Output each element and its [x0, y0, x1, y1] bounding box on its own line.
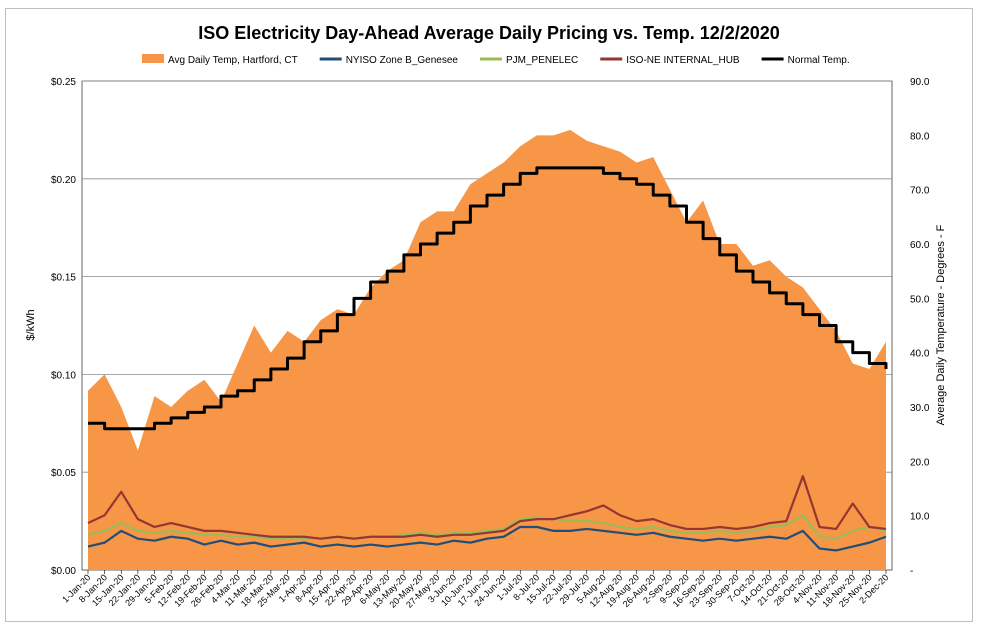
right-tick-label: 70.0: [910, 186, 930, 197]
left-tick-label: $0.25: [51, 77, 76, 88]
left-tick-label: $0.20: [51, 175, 76, 186]
legend-label: ISO-NE INTERNAL_HUB: [626, 55, 740, 66]
right-tick-label: 30.0: [910, 403, 930, 414]
left-tick-label: $0.05: [51, 468, 76, 479]
right-tick-label: 50.0: [910, 294, 930, 305]
legend-label: NYISO Zone B_Genesee: [346, 55, 459, 66]
series-area-temp: [88, 129, 886, 570]
left-tick-label: $0.15: [51, 273, 76, 284]
legend-label: Normal Temp.: [788, 55, 850, 66]
right-tick-label: 20.0: [910, 457, 930, 468]
price-lines: [87, 475, 887, 552]
temperature-area: [88, 129, 886, 570]
right-axis-title: Average Daily Temperature - Degrees - F: [935, 224, 947, 425]
normal-temp-line: [88, 166, 888, 431]
legend: Avg Daily Temp, Hartford, CT NYISO Zone B…: [142, 54, 850, 66]
left-axis-title: $/kWh: [25, 309, 37, 340]
series-line-4: [88, 166, 888, 431]
legend-swatch: [142, 54, 164, 63]
chart-title: ISO Electricity Day-Ahead Average Daily …: [198, 23, 780, 43]
right-tick-label: 10.0: [910, 512, 930, 523]
right-tick-label: 60.0: [910, 240, 930, 251]
legend-label: PJM_PENELEC: [506, 55, 578, 66]
left-tick-label: $0.10: [51, 370, 76, 381]
right-axis-ticks: - 10.0 20.0 30.0 40.0 50.0 60.0 70.0 80.0 90.0: [910, 77, 930, 577]
chart: ISO Electricity Day-Ahead Average Daily …: [25, 23, 947, 610]
chart-frame: ISO Electricity Day-Ahead Average Daily …: [5, 8, 973, 622]
right-tick-label: 40.0: [910, 349, 930, 360]
x-axis-ticks: 1-Jan-208-Jan-2015-Jan-2022-Jan-2029-Jan…: [60, 570, 890, 610]
series-line-1: [87, 525, 887, 552]
right-tick-label: 80.0: [910, 131, 930, 142]
series-line-2: [87, 514, 887, 540]
right-tick-label: 90.0: [910, 77, 930, 88]
legend-label: Avg Daily Temp, Hartford, CT: [168, 55, 298, 66]
right-tick-label: -: [910, 566, 913, 577]
left-axis-ticks: $0.00 $0.05 $0.10 $0.15 $0.20 $0.25: [51, 77, 76, 577]
left-tick-label: $0.00: [51, 566, 76, 577]
series-line-3: [87, 475, 887, 540]
